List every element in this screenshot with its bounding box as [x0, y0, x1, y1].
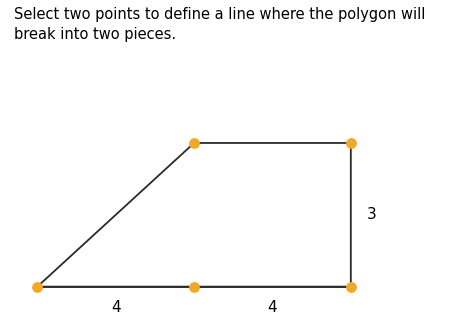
Text: 4: 4 [268, 300, 277, 315]
Text: 3: 3 [367, 207, 376, 222]
Point [190, 140, 198, 146]
Text: Select two points to define a line where the polygon will
break into two pieces.: Select two points to define a line where… [14, 7, 425, 42]
Point [190, 284, 198, 289]
Point [347, 140, 355, 146]
Point [34, 284, 41, 289]
Point [347, 284, 355, 289]
Text: 4: 4 [111, 300, 120, 315]
